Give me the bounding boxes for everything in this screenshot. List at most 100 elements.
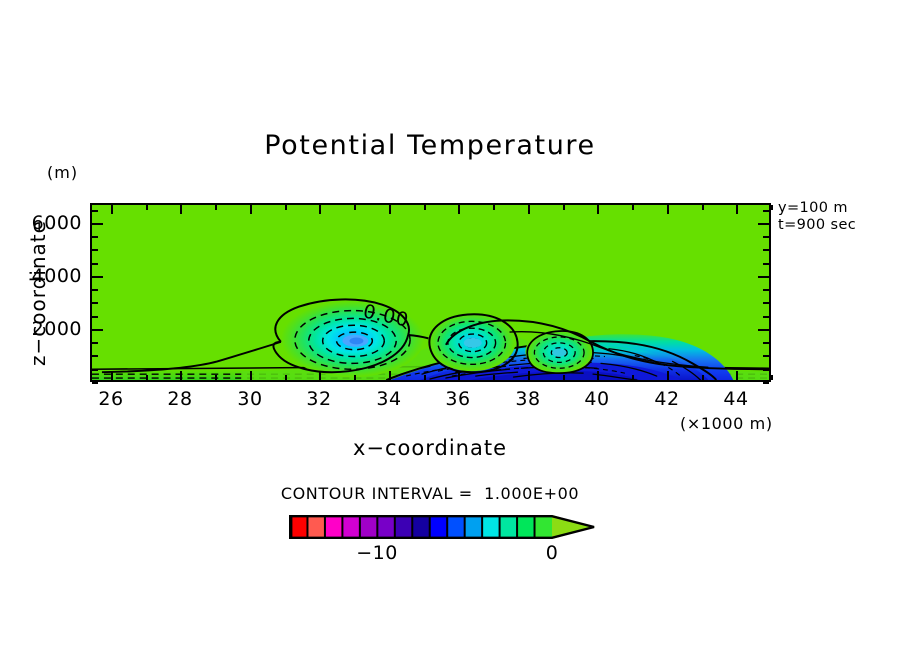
axis-tick-x	[424, 205, 426, 210]
axis-tick-x	[528, 205, 530, 214]
axis-tick-x	[215, 375, 217, 380]
axis-tick-y	[92, 276, 103, 278]
axis-tick-x	[111, 205, 113, 214]
axis-tick-x	[111, 371, 113, 380]
colorbar-cell	[324, 515, 343, 539]
colorbar-cell	[412, 515, 430, 539]
axis-tick-y	[92, 355, 98, 357]
axis-tick-y	[92, 329, 103, 331]
colorbar-cell	[394, 515, 413, 539]
axis-tick-x	[493, 205, 495, 210]
colorbar[interactable]	[289, 515, 595, 539]
axis-tick-x	[180, 371, 182, 380]
x-tick-label: 38	[515, 388, 541, 410]
annotation-line-y: y=100 m	[778, 200, 848, 216]
axis-tick-x	[563, 205, 565, 210]
x-tick-label: 30	[237, 388, 263, 410]
axis-tick-y	[92, 249, 98, 251]
colorbar-tick-label: 0	[545, 542, 559, 564]
x-tick-label: 32	[306, 388, 332, 410]
axis-tick-x	[632, 205, 634, 210]
x-tick-label: 26	[98, 388, 124, 410]
x-axis-title: x−coordinate	[352, 436, 508, 460]
colorbar-cell	[534, 515, 552, 539]
axis-tick-x	[667, 205, 669, 214]
colorbar-cell	[447, 515, 465, 539]
axis-tick-x	[736, 371, 738, 380]
axis-tick-x	[250, 371, 252, 380]
colorbar-swatches	[289, 515, 595, 539]
colorbar-cell	[290, 515, 308, 539]
axis-tick-x	[528, 371, 530, 380]
axis-tick-y	[763, 316, 769, 318]
axis-tick-x	[597, 205, 599, 214]
colorbar-cell	[429, 515, 448, 539]
colorbar-cell	[359, 515, 378, 539]
axis-tick-y	[92, 263, 98, 265]
x-tick-label: 40	[584, 388, 610, 410]
axis-tick-y	[92, 369, 98, 371]
axis-tick-y	[763, 249, 769, 251]
axis-tick-x	[354, 205, 356, 210]
plot-annotation: y=100 m t=900 sec	[778, 200, 856, 234]
axis-tick-y	[763, 355, 769, 357]
contour-interval-label: CONTOUR INTERVAL = 1.000E+00	[280, 484, 580, 503]
axis-tick-x	[771, 375, 773, 380]
axis-tick-x	[493, 375, 495, 380]
x-tick-label: 34	[376, 388, 402, 410]
y-tick-label: 2000	[31, 318, 82, 340]
axis-tick-x	[424, 375, 426, 380]
axis-tick-y	[92, 210, 98, 212]
axis-tick-x	[389, 205, 391, 214]
colorbar-cell	[464, 515, 483, 539]
axis-tick-x	[771, 205, 773, 210]
axis-tick-x	[667, 371, 669, 380]
contour-field	[92, 205, 769, 380]
axis-tick-y	[763, 369, 769, 371]
axis-tick-y	[763, 263, 769, 265]
colorbar-cell	[342, 515, 360, 539]
axis-tick-x	[215, 205, 217, 210]
axis-tick-x	[285, 375, 287, 380]
x-tick-label: 42	[654, 388, 680, 410]
axis-tick-x	[146, 205, 148, 210]
axis-tick-x	[146, 375, 148, 380]
axis-tick-y	[92, 236, 98, 238]
axis-tick-x	[702, 205, 704, 210]
x-tick-label: 28	[167, 388, 193, 410]
axis-tick-x	[354, 375, 356, 380]
y-tick-label: 4000	[31, 265, 82, 287]
contour-plot-area[interactable]	[90, 203, 771, 382]
annotation-line-t: t=900 sec	[778, 217, 857, 233]
colorbar-arrow-tip	[552, 515, 595, 539]
axis-tick-y	[92, 342, 98, 344]
axis-tick-x	[458, 371, 460, 380]
axis-tick-x	[319, 205, 321, 214]
axis-tick-x	[180, 205, 182, 214]
page-title: Potential Temperature	[264, 130, 596, 161]
axis-tick-y	[758, 223, 769, 225]
x-axis-unit-label: (×1000 m)	[680, 414, 773, 433]
axis-tick-x	[632, 375, 634, 380]
axis-tick-x	[250, 205, 252, 214]
axis-tick-y	[763, 382, 769, 384]
axis-tick-y	[763, 302, 769, 304]
axis-tick-x	[389, 371, 391, 380]
y-axis-unit-label: (m)	[47, 163, 79, 182]
axis-tick-x	[736, 205, 738, 214]
axis-tick-y	[763, 236, 769, 238]
colorbar-cell	[307, 515, 325, 539]
colorbar-cell	[377, 515, 395, 539]
axis-tick-x	[563, 375, 565, 380]
x-tick-label: 44	[723, 388, 749, 410]
y-tick-label: 6000	[31, 212, 82, 234]
axis-tick-y	[763, 342, 769, 344]
axis-tick-x	[702, 375, 704, 380]
axis-tick-y	[92, 382, 98, 384]
axis-tick-x	[319, 371, 321, 380]
colorbar-cell	[482, 515, 500, 539]
x-tick-label: 36	[445, 388, 471, 410]
axis-tick-y	[92, 289, 98, 291]
axis-tick-y	[758, 329, 769, 331]
axis-tick-y	[92, 223, 103, 225]
